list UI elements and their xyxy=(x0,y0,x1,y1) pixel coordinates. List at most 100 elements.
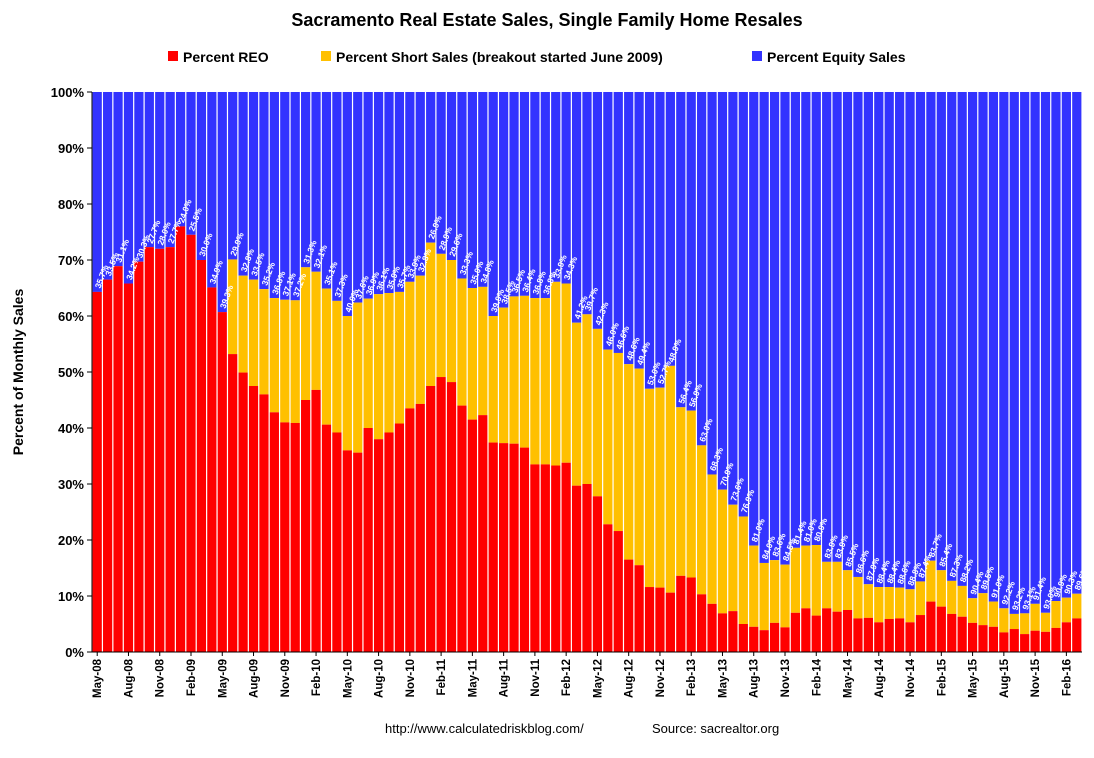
bar-equity xyxy=(1051,92,1061,602)
bar-short-sales xyxy=(936,570,946,607)
y-axis-label: Percent of Monthly Sales xyxy=(10,289,26,456)
bar-reo xyxy=(519,447,530,652)
y-tick-label: 0% xyxy=(65,645,84,660)
x-tick-label: Nov-15 xyxy=(1030,658,1042,697)
bar-equity xyxy=(540,92,550,299)
axes-group xyxy=(91,92,1082,653)
bar-equity xyxy=(311,92,321,272)
bar-equity xyxy=(155,92,165,249)
bar-reo xyxy=(1061,622,1071,652)
bar-equity xyxy=(947,92,957,581)
bar-short-sales xyxy=(321,288,332,425)
bar-reo xyxy=(624,559,634,652)
bar-equity xyxy=(394,92,405,292)
bar-reo xyxy=(123,283,134,652)
bar-short-sales xyxy=(697,445,707,595)
bar-equity xyxy=(384,92,394,294)
x-tick-label: Aug-14 xyxy=(874,658,886,698)
bar-reo xyxy=(478,415,488,652)
bar-short-sales xyxy=(551,281,561,466)
bar-short-sales xyxy=(967,598,978,623)
bar-reo xyxy=(895,618,905,652)
bar-equity xyxy=(561,92,571,284)
bar-reo xyxy=(863,617,873,652)
bar-reo xyxy=(801,608,811,652)
bar-equity xyxy=(144,92,154,248)
x-tick-label: Aug-13 xyxy=(749,659,761,698)
bar-equity xyxy=(801,92,811,546)
bar-short-sales xyxy=(717,489,728,614)
bar-reo xyxy=(592,496,603,652)
bar-equity xyxy=(676,92,686,408)
bar-equity xyxy=(686,92,696,411)
x-tick-label: Feb-16 xyxy=(1061,659,1073,696)
bar-short-sales xyxy=(311,271,321,390)
bar-short-sales xyxy=(1072,593,1082,619)
bar-equity xyxy=(509,92,519,297)
bar-reo xyxy=(571,485,582,652)
bar-short-sales xyxy=(342,316,352,451)
bar-reo xyxy=(853,618,863,652)
bar-reo xyxy=(915,615,926,652)
bar-reo xyxy=(999,632,1009,652)
bar-reo xyxy=(217,312,227,652)
legend-label-equity: Percent Equity Sales xyxy=(767,49,906,65)
bar-reo xyxy=(1030,630,1040,652)
bar-reo xyxy=(707,603,717,652)
x-tick-label: May-14 xyxy=(843,658,855,698)
bar-short-sales xyxy=(332,300,342,433)
bar-equity xyxy=(207,92,217,288)
x-tick-label: Feb-13 xyxy=(686,659,698,696)
bar-equity xyxy=(175,92,186,227)
bar-short-sales xyxy=(728,504,738,612)
bar-reo xyxy=(780,627,790,652)
bar-reo xyxy=(1009,629,1019,652)
bar-equity xyxy=(1072,92,1082,594)
bar-short-sales xyxy=(738,516,748,624)
bar-equity xyxy=(895,92,905,588)
bar-short-sales xyxy=(801,545,811,609)
bar-reo xyxy=(373,439,384,652)
bar-short-sales xyxy=(853,576,863,619)
bar-short-sales xyxy=(915,581,926,616)
bar-equity xyxy=(728,92,738,505)
bar-short-sales xyxy=(780,564,790,628)
bar-short-sales xyxy=(832,561,842,612)
x-tick-label: May-11 xyxy=(467,658,479,697)
bar-equity xyxy=(707,92,717,475)
bar-reo xyxy=(457,405,467,652)
bar-equity xyxy=(373,92,384,295)
bar-reo xyxy=(790,612,801,652)
bar-reo xyxy=(155,248,165,653)
bar-reo xyxy=(342,450,352,652)
bar-short-sales xyxy=(1009,613,1019,630)
bar-reo xyxy=(697,594,707,652)
x-tick-label: Nov-09 xyxy=(280,659,292,697)
bar-short-sales xyxy=(1040,612,1051,632)
bar-reo xyxy=(1051,627,1061,652)
bar-short-sales xyxy=(488,316,498,443)
bar-reo xyxy=(290,422,300,652)
bar-reo xyxy=(561,462,571,652)
bar-equity xyxy=(613,92,623,353)
footer-source: Source: sacrealtor.org xyxy=(652,721,779,736)
bar-short-sales xyxy=(415,275,425,404)
bar-reo xyxy=(947,613,957,652)
bar-short-sales xyxy=(269,298,279,413)
bar-short-sales xyxy=(863,584,873,618)
bar-short-sales xyxy=(467,288,477,420)
bar-equity xyxy=(259,92,269,290)
legend-swatch-reo xyxy=(168,51,178,61)
bar-equity xyxy=(238,92,248,276)
y-tick-label: 80% xyxy=(58,197,84,212)
bar-equity xyxy=(832,92,842,562)
bar-equity xyxy=(186,92,196,235)
y-tick-label: 90% xyxy=(58,141,84,156)
bar-reo xyxy=(905,622,915,652)
y-tick-label: 50% xyxy=(58,365,84,380)
x-tick-label: Aug-09 xyxy=(249,659,261,698)
bar-equity xyxy=(582,92,592,315)
bar-equity xyxy=(790,92,801,548)
bar-reo xyxy=(301,400,311,652)
